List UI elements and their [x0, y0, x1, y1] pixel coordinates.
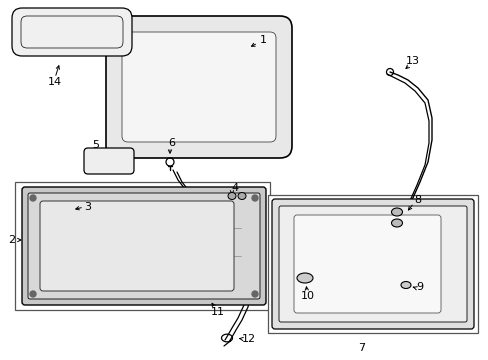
Ellipse shape — [391, 219, 402, 227]
Text: 6: 6 — [168, 138, 175, 148]
Text: 4: 4 — [231, 183, 238, 193]
Text: 3: 3 — [84, 202, 91, 212]
Circle shape — [30, 291, 36, 297]
Bar — [15, 182, 269, 310]
Text: 8: 8 — [414, 195, 421, 205]
FancyBboxPatch shape — [271, 199, 473, 329]
Text: 9: 9 — [416, 282, 423, 292]
FancyBboxPatch shape — [22, 187, 265, 305]
Ellipse shape — [238, 193, 245, 199]
FancyBboxPatch shape — [84, 148, 134, 174]
Text: 14: 14 — [48, 77, 62, 87]
Ellipse shape — [391, 208, 402, 216]
Ellipse shape — [296, 273, 312, 283]
Text: 5: 5 — [92, 140, 99, 150]
FancyBboxPatch shape — [106, 16, 291, 158]
FancyBboxPatch shape — [40, 201, 234, 291]
Text: 13: 13 — [405, 56, 419, 66]
Text: 11: 11 — [210, 307, 224, 317]
Ellipse shape — [400, 282, 410, 288]
Text: 10: 10 — [301, 291, 314, 301]
FancyBboxPatch shape — [279, 206, 466, 322]
Text: 7: 7 — [358, 343, 365, 353]
Circle shape — [251, 195, 258, 201]
FancyBboxPatch shape — [122, 32, 275, 142]
Circle shape — [30, 195, 36, 201]
Text: 1: 1 — [259, 35, 266, 45]
Bar — [267, 195, 477, 333]
FancyBboxPatch shape — [293, 215, 440, 313]
FancyBboxPatch shape — [28, 193, 260, 299]
Ellipse shape — [227, 193, 236, 199]
Circle shape — [251, 291, 258, 297]
Text: 2: 2 — [8, 235, 16, 245]
FancyBboxPatch shape — [12, 8, 132, 56]
Text: 12: 12 — [242, 334, 256, 344]
